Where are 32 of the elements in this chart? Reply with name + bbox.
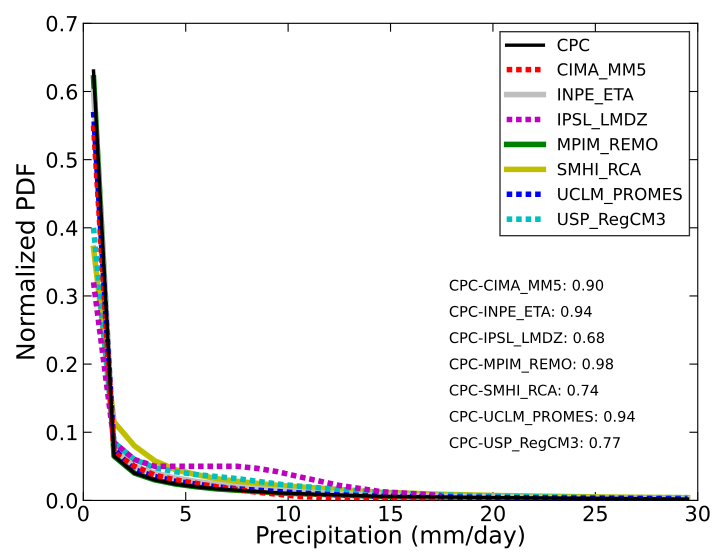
x-tick-label: 30 xyxy=(686,506,710,522)
annotation: CPC-SMHI_RCA: 0.74 xyxy=(450,384,598,399)
y-tick-label: 0.7 xyxy=(46,16,77,32)
legend-label: CPC xyxy=(558,38,590,52)
legend-label: UCLM_PROMES xyxy=(558,188,682,204)
x-tick-label: 20 xyxy=(481,506,505,522)
y-tick-label: 0.4 xyxy=(46,220,78,236)
annotation: CPC-MPIM_REMO: 0.98 xyxy=(450,358,614,373)
legend-label: CIMA_MM5 xyxy=(558,63,646,80)
y-tick-label: 0.5 xyxy=(46,152,77,168)
y-tick-label: 0.6 xyxy=(46,84,78,100)
x-tick-label: 5 xyxy=(180,506,191,522)
legend-label: USP_RegCM3 xyxy=(558,212,665,229)
y-tick-label: 0.1 xyxy=(46,424,77,440)
legend-label: MPIM_REMO xyxy=(558,138,658,154)
x-tick-label: 10 xyxy=(277,506,300,522)
annotation: CPC-UCLM_PROMES: 0.94 xyxy=(450,410,635,426)
x-tick-label: 0 xyxy=(78,506,89,522)
legend-label: INPE_ETA xyxy=(558,88,634,104)
x-tick-label: 25 xyxy=(584,506,607,522)
y-tick-label: 0.2 xyxy=(46,356,76,372)
annotation: CPC-CIMA_MM5: 0.90 xyxy=(450,280,604,294)
legend-label: IPSL_LMDZ xyxy=(558,112,648,130)
y-tick-label: 0.0 xyxy=(46,492,78,509)
annotation: CPC-INPE_ETA: 0.94 xyxy=(450,306,592,320)
x-axis-title: Precipitation (mm/day) xyxy=(257,525,524,548)
y-tick-label: 0.3 xyxy=(46,288,77,304)
x-tick-label: 15 xyxy=(380,506,402,522)
y-axis-title: Normalized PDF xyxy=(16,164,35,359)
annotation: CPC-IPSL_LMDZ: 0.68 xyxy=(450,332,604,346)
annotation: CPC-USP_RegCM3: 0.77 xyxy=(450,437,620,452)
legend-label: SMHI_RCA xyxy=(558,162,642,180)
